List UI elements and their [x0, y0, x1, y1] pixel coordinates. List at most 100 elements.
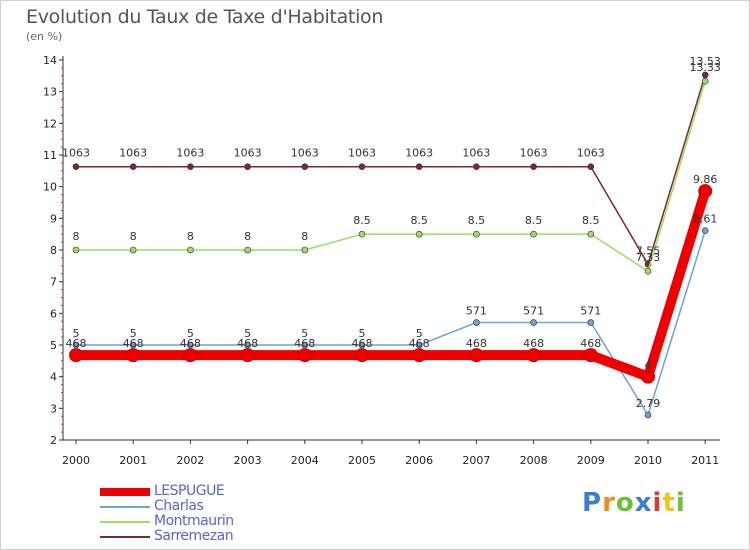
data-label-montmaurin: 8: [130, 230, 137, 243]
y-tick-label: 7: [50, 276, 57, 289]
chart-axes: 2 3 4 5 6 7 8 9 10 11 12 13 14 2000 2001 2002 2003 2004 20…: [43, 54, 720, 467]
data-label-lespugue: 468: [180, 337, 201, 350]
proxiti-logo: Proxiti: [582, 488, 686, 518]
data-point-montmaurin: [72, 246, 80, 254]
data-label-charlas: 571: [466, 305, 487, 318]
data-point-charlas: [587, 319, 595, 326]
x-tick-label: 2006: [405, 454, 433, 467]
data-point-charlas: [301, 341, 309, 349]
data-label-montmaurin: 8: [73, 230, 80, 243]
data-point-montmaurin: [644, 267, 652, 275]
y-tick-label: 9: [50, 212, 57, 225]
data-point-lespugue: [698, 184, 713, 199]
x-tick-label: 2004: [291, 454, 319, 467]
chart-title: Evolution du Taux de Taxe d'Habitation: [26, 6, 384, 28]
data-point-charlas: [129, 341, 137, 349]
data-point-sarremezan: [701, 71, 709, 79]
y-tick-label: 8: [50, 244, 57, 257]
data-label-charlas: 8.61: [693, 213, 718, 226]
x-tick-label: 2005: [348, 454, 376, 467]
data-label-charlas: 571: [580, 305, 601, 318]
series-line-montmaurin: [75, 80, 706, 272]
data-label-lespugue: 468: [294, 337, 315, 350]
data-point-sarremezan: [358, 163, 366, 171]
x-tick-label: 2001: [119, 454, 147, 467]
data-label-charlas: 571: [523, 305, 544, 318]
data-point-montmaurin: [473, 230, 480, 238]
x-tick-label: 2011: [691, 454, 719, 467]
data-label-charlas: 5: [301, 327, 308, 340]
data-label-charlas: 5: [416, 327, 423, 340]
data-label-montmaurin: 8.5: [353, 214, 371, 227]
data-label-sarremezan: 1063: [348, 147, 376, 160]
legend-label-montmaurin: Montmaurin: [154, 513, 234, 529]
y-tick-label: 12: [43, 117, 57, 130]
data-label-montmaurin: 8.5: [582, 214, 600, 227]
logo-letter: x: [634, 488, 653, 518]
data-label-sarremezan: 1063: [176, 147, 204, 160]
y-tick-label: 14: [43, 54, 57, 67]
data-label-charlas: 5: [73, 327, 80, 340]
data-point-montmaurin: [129, 246, 137, 254]
data-label-montmaurin: 8: [187, 230, 194, 243]
data-label-montmaurin: 8.5: [410, 214, 428, 227]
x-tick-label: 2008: [520, 454, 548, 467]
data-label-montmaurin: 8.5: [525, 214, 543, 227]
data-point-montmaurin: [701, 77, 709, 85]
data-point-charlas: [530, 319, 537, 326]
data-point-charlas: [187, 341, 194, 349]
data-label-lespugue: 468: [352, 337, 373, 350]
data-point-lespugue: [297, 348, 312, 363]
y-tick-label: 2: [50, 434, 57, 447]
data-label-montmaurin: 13.33: [689, 61, 721, 74]
data-label-montmaurin: 7.33: [636, 251, 661, 264]
logo-letter: o: [615, 488, 635, 518]
data-label-lespugue: 468: [237, 337, 258, 350]
data-point-lespugue: [183, 348, 198, 363]
data-point-charlas: [701, 227, 709, 234]
x-tick-label: 2002: [176, 454, 204, 467]
data-point-montmaurin: [301, 246, 309, 254]
data-point-charlas: [358, 341, 366, 349]
data-point-lespugue: [126, 348, 141, 363]
data-label-sarremezan: 1063: [577, 147, 605, 160]
data-label-lespugue: 468: [123, 337, 144, 350]
data-label-sarremezan: 1063: [119, 147, 147, 160]
data-point-lespugue: [412, 348, 427, 363]
logo-letter: t: [662, 488, 676, 518]
data-point-charlas: [473, 319, 480, 326]
data-point-sarremezan: [129, 163, 137, 171]
data-point-sarremezan: [415, 163, 423, 171]
data-point-charlas: [415, 341, 423, 349]
data-point-montmaurin: [587, 230, 595, 238]
data-point-sarremezan: [244, 163, 251, 171]
data-point-charlas: [644, 411, 652, 419]
data-label-montmaurin: 8: [301, 230, 308, 243]
legend-label-sarremezan: Sarremezan: [154, 528, 234, 544]
logo-letter: r: [602, 488, 616, 518]
y-tick-label: 11: [43, 149, 57, 162]
data-label-sarremezan: 1063: [520, 147, 548, 160]
legend-label-lespugue: LESPUGUE: [154, 483, 225, 499]
y-tick-label: 4: [50, 371, 57, 384]
data-label-sarremezan: 1063: [405, 147, 433, 160]
data-point-sarremezan: [587, 163, 595, 171]
y-tick-label: 13: [43, 86, 57, 99]
chart-series-layer: [69, 71, 713, 419]
series-line-sarremezan: [75, 74, 706, 265]
data-point-montmaurin: [358, 230, 366, 238]
data-label-lespugue: 468: [523, 337, 544, 350]
data-label-sarremezan: 13.53: [689, 55, 721, 68]
data-label-lespugue: 4: [645, 359, 652, 372]
series-line-lespugue: [71, 186, 711, 382]
data-label-lespugue: 468: [466, 337, 487, 350]
data-point-sarremezan: [301, 163, 309, 171]
data-label-sarremezan: 1063: [234, 147, 262, 160]
y-tick-label: 6: [50, 307, 57, 320]
data-point-sarremezan: [530, 163, 537, 171]
data-label-lespugue: 468: [409, 337, 430, 350]
x-tick-label: 2010: [634, 454, 662, 467]
data-label-charlas: 5: [359, 327, 366, 340]
